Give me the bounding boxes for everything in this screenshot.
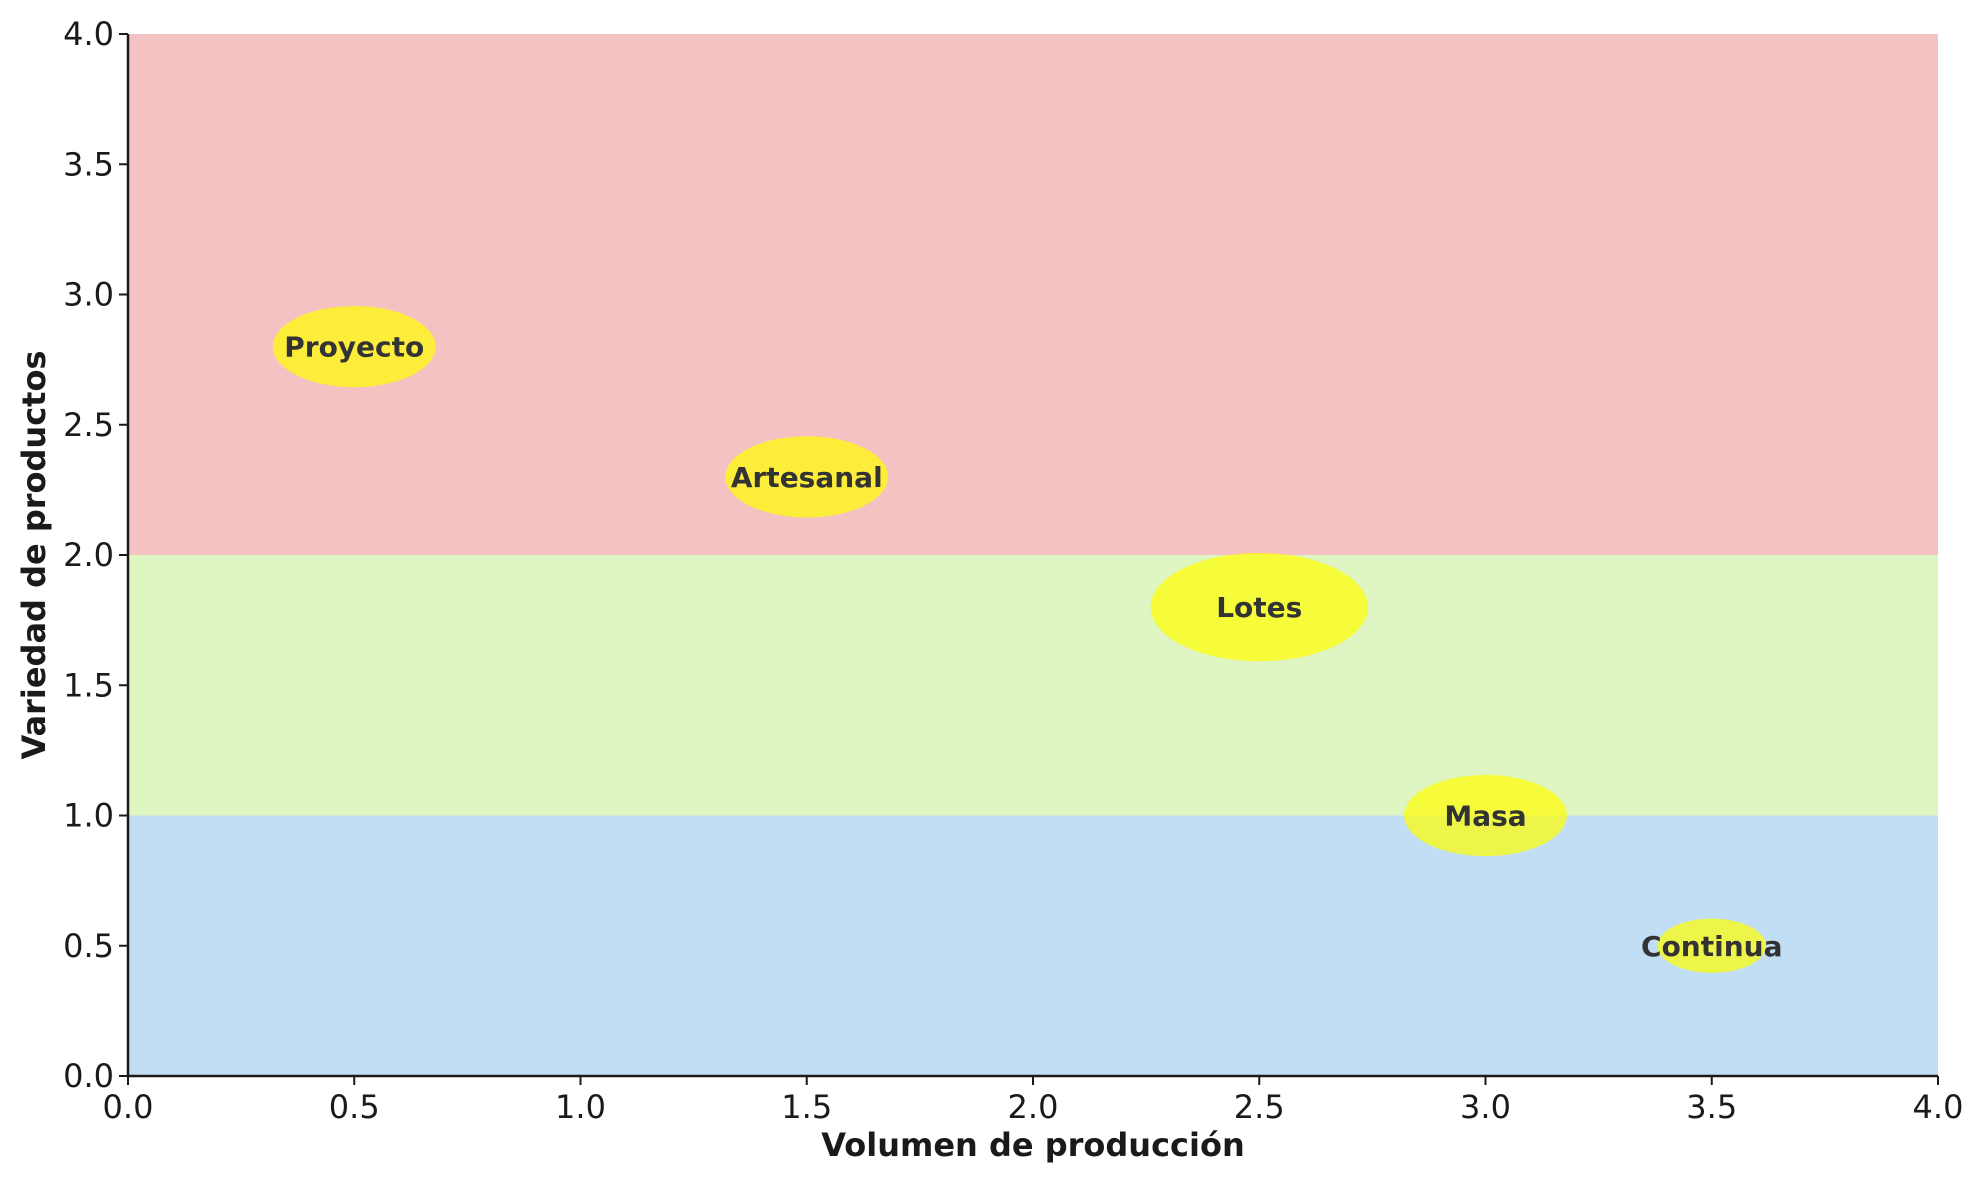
x-tick-label: 2.0 xyxy=(1008,1088,1059,1126)
y-tick-label: 2.5 xyxy=(63,406,114,444)
band-2 xyxy=(128,815,1938,1076)
x-tick-label: 2.5 xyxy=(1234,1088,1285,1126)
y-tick-label: 2.0 xyxy=(63,536,114,574)
y-tick-label: 4.0 xyxy=(63,15,114,53)
x-tick-label: 1.5 xyxy=(781,1088,832,1126)
y-tick-label: 0.5 xyxy=(63,927,114,965)
bubble-label-continua: Continua xyxy=(1641,930,1782,963)
bubble-label-artesanal: Artesanal xyxy=(731,461,883,494)
y-tick-label: 1.5 xyxy=(63,666,114,704)
x-tick-label: 4.0 xyxy=(1913,1088,1964,1126)
bubble-label-masa: Masa xyxy=(1444,800,1526,833)
ticks: 0.0 0.5 1.0 1.5 2.0 2.5 3.0 3.5 4.0 0.0 0.5 1.0 1.5 2… xyxy=(63,15,1963,1126)
background-bands xyxy=(128,34,1938,1076)
y-tick-label: 1.0 xyxy=(63,797,114,835)
y-tick-label: 3.5 xyxy=(63,145,114,183)
band-0 xyxy=(128,34,1938,555)
x-tick-label: 3.5 xyxy=(1686,1088,1737,1126)
y-tick-label: 3.0 xyxy=(63,276,114,314)
x-tick-label: 0.0 xyxy=(103,1088,154,1126)
bubble-continua xyxy=(1657,918,1767,973)
bubble-artesanal xyxy=(725,436,889,518)
y-tick-label: 0.0 xyxy=(63,1057,114,1095)
bubble-proyecto xyxy=(272,305,436,388)
bubble-masa xyxy=(1404,774,1567,857)
x-tick-label: 3.0 xyxy=(1460,1088,1511,1126)
band-1 xyxy=(128,555,1938,816)
bubble-label-proyecto: Proyecto xyxy=(284,331,424,364)
x-axis-title: Volumen de producción xyxy=(821,1126,1245,1164)
bubble-lotes xyxy=(1150,552,1368,662)
x-tick-label: 0.5 xyxy=(329,1088,380,1126)
x-tick-label: 1.0 xyxy=(555,1088,606,1126)
bubbles: Proyecto Artesanal Lotes Masa Continua xyxy=(272,305,1782,973)
bubble-label-lotes: Lotes xyxy=(1216,591,1302,624)
y-axis-title: Variedad de productos xyxy=(15,350,53,759)
